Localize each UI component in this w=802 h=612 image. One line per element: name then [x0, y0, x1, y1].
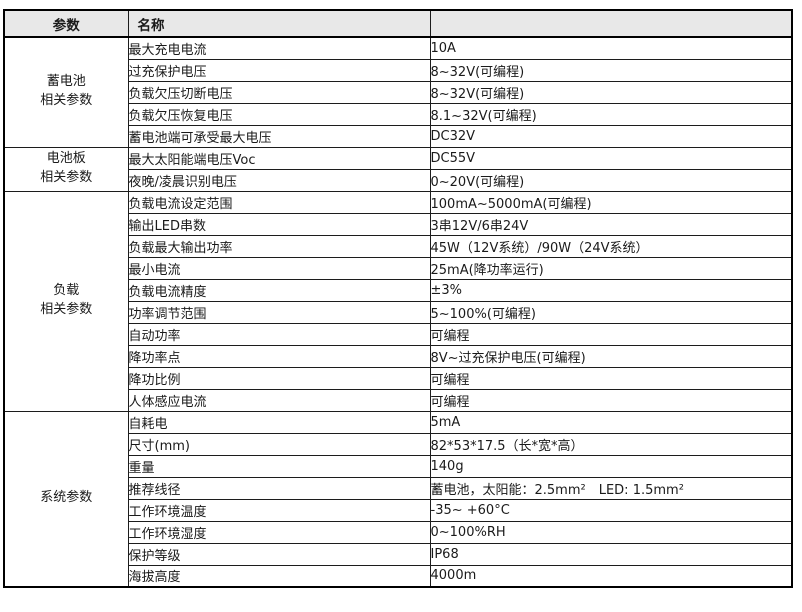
table-row: 负载最大输出功率 45W（12V系统）/90W（24V系统）	[4, 234, 793, 258]
param-name-cell: 降功比例	[127, 366, 431, 390]
table-row: 负载电流精度 ±3%	[4, 278, 793, 302]
param-name-cell: 最小电流	[127, 256, 431, 280]
table-row: 自动功率 可编程	[4, 322, 793, 346]
param-name-cell: 夜晚/凌晨识别电压	[127, 168, 431, 192]
param-name-cell: 保护等级	[127, 542, 431, 566]
table-row: 夜晚/凌晨识别电压 0~20V(可编程)	[4, 168, 793, 192]
param-value-cell: 8V~过充保护电压(可编程)	[429, 344, 793, 368]
param-value-cell: -35~ +60°C	[429, 498, 793, 522]
param-name-cell: 负载电流设定范围	[127, 190, 431, 214]
param-value-cell: 3串12V/6串24V	[429, 212, 793, 236]
group-label-cell: 负载 相关参数	[3, 190, 129, 412]
param-name-cell: 自耗电	[127, 410, 431, 434]
param-value-cell: 5mA	[429, 410, 793, 434]
param-value-cell: 8.1~32V(可编程)	[429, 102, 793, 126]
param-value-cell: 25mA(降功率运行)	[429, 256, 793, 280]
table-row: 功率调节范围 5~100%(可编程)	[4, 300, 793, 324]
param-name-cell: 过充保护电压	[127, 58, 431, 82]
table-row: 最小电流 25mA(降功率运行)	[4, 256, 793, 280]
param-name-cell: 负载欠压切断电压	[127, 80, 431, 104]
param-value-cell: 蓄电池，太阳能：2.5mm² LED: 1.5mm²	[429, 476, 793, 500]
table-row: 保护等级 IP68	[4, 542, 793, 566]
header-cell-name: 名称	[127, 9, 431, 38]
param-name-cell: 自动功率	[127, 322, 431, 346]
param-value-cell: 4000m	[429, 564, 793, 588]
table-row: 系统参数 自耗电 5mA	[3, 410, 793, 588]
table-row: 蓄电池 相关参数 最大充电电流 10A	[3, 36, 793, 148]
param-name-cell: 工作环境湿度	[127, 520, 431, 544]
table-row: 工作环境温度 -35~ +60°C	[4, 498, 793, 522]
param-name-cell: 负载电流精度	[127, 278, 431, 302]
table-row: 负载欠压恢复电压 8.1~32V(可编程)	[4, 102, 793, 126]
param-name-cell: 工作环境温度	[127, 498, 431, 522]
param-name-cell: 负载欠压恢复电压	[127, 102, 431, 126]
param-name-cell: 最大充电电流	[127, 36, 431, 60]
table-row: 负载 相关参数 负载电流设定范围 100mA~5000mA(可编程)	[3, 190, 793, 412]
table-row: 工作环境湿度 0~100%RH	[4, 520, 793, 544]
param-value-cell: 0~100%RH	[429, 520, 793, 544]
param-name-cell: 蓄电池端可承受最大电压	[127, 124, 431, 148]
param-name-cell: 推荐线径	[127, 476, 431, 500]
param-value-cell: IP68	[429, 542, 793, 566]
param-name-cell: 降功率点	[127, 344, 431, 368]
group-label-cell: 电池板 相关参数	[3, 146, 129, 192]
header-row: 参数 名称	[3, 9, 793, 38]
param-value-cell: DC55V	[429, 146, 793, 170]
param-value-cell: 10A	[429, 36, 793, 60]
param-value-cell: 8~32V(可编程)	[429, 80, 793, 104]
group-label-line: 蓄电池	[46, 74, 86, 90]
param-value-cell: 82*53*17.5（长*宽*高）	[429, 432, 793, 456]
param-name-cell: 海拔高度	[127, 564, 431, 588]
param-value-cell: 140g	[429, 454, 793, 478]
param-value-cell: 可编程	[429, 366, 793, 390]
spec-table: 参数 名称 蓄电池 相关参数 最大充电电流 10A 过充保护电压 8~32V(可编程) 负载…	[3, 9, 793, 588]
param-value-cell: DC32V	[429, 124, 793, 148]
spec-table-header: 参数 名称	[3, 9, 793, 38]
group-label-line: 负载	[53, 283, 80, 299]
param-name-cell: 重量	[127, 454, 431, 478]
param-name-cell: 输出LED串数	[127, 212, 431, 236]
param-value-cell: 100mA~5000mA(可编程)	[429, 190, 793, 214]
table-row: 降功比例 可编程	[4, 366, 793, 390]
header-cell-value	[429, 9, 793, 38]
group-label-cell: 蓄电池 相关参数	[3, 36, 129, 148]
param-value-cell: 45W（12V系统）/90W（24V系统）	[429, 234, 793, 258]
param-value-cell: 0~20V(可编程)	[429, 168, 793, 192]
spec-table-body: 蓄电池 相关参数 最大充电电流 10A 过充保护电压 8~32V(可编程) 负载欠压切断电压…	[3, 36, 793, 588]
param-value-cell: ±3%	[429, 278, 793, 302]
table-row: 推荐线径 蓄电池，太阳能：2.5mm² LED: 1.5mm²	[4, 476, 793, 500]
param-value-cell: 8~32V(可编程)	[429, 58, 793, 82]
group-label-cell: 系统参数	[3, 410, 129, 588]
param-value-cell: 可编程	[429, 322, 793, 346]
param-name-cell: 功率调节范围	[127, 300, 431, 324]
table-row: 电池板 相关参数 最大太阳能端电压Voc DC55V	[3, 146, 793, 192]
group-label-line: 相关参数	[40, 302, 93, 317]
table-row: 海拔高度 4000m	[4, 564, 793, 588]
group-label-line: 相关参数	[40, 93, 93, 109]
group-label-line: 系统参数	[40, 490, 93, 506]
param-name-cell: 尺寸(mm)	[127, 432, 431, 456]
param-value-cell: 可编程	[429, 388, 793, 412]
group-label-line: 电池板	[46, 151, 86, 167]
header-cell-param: 参数	[3, 9, 129, 38]
param-name-cell: 负载最大输出功率	[127, 234, 431, 258]
param-name-cell: 人体感应电流	[127, 388, 431, 412]
param-name-cell: 最大太阳能端电压Voc	[127, 146, 431, 170]
group-label-line: 相关参数	[40, 170, 93, 185]
param-value-cell: 5~100%(可编程)	[429, 300, 793, 324]
